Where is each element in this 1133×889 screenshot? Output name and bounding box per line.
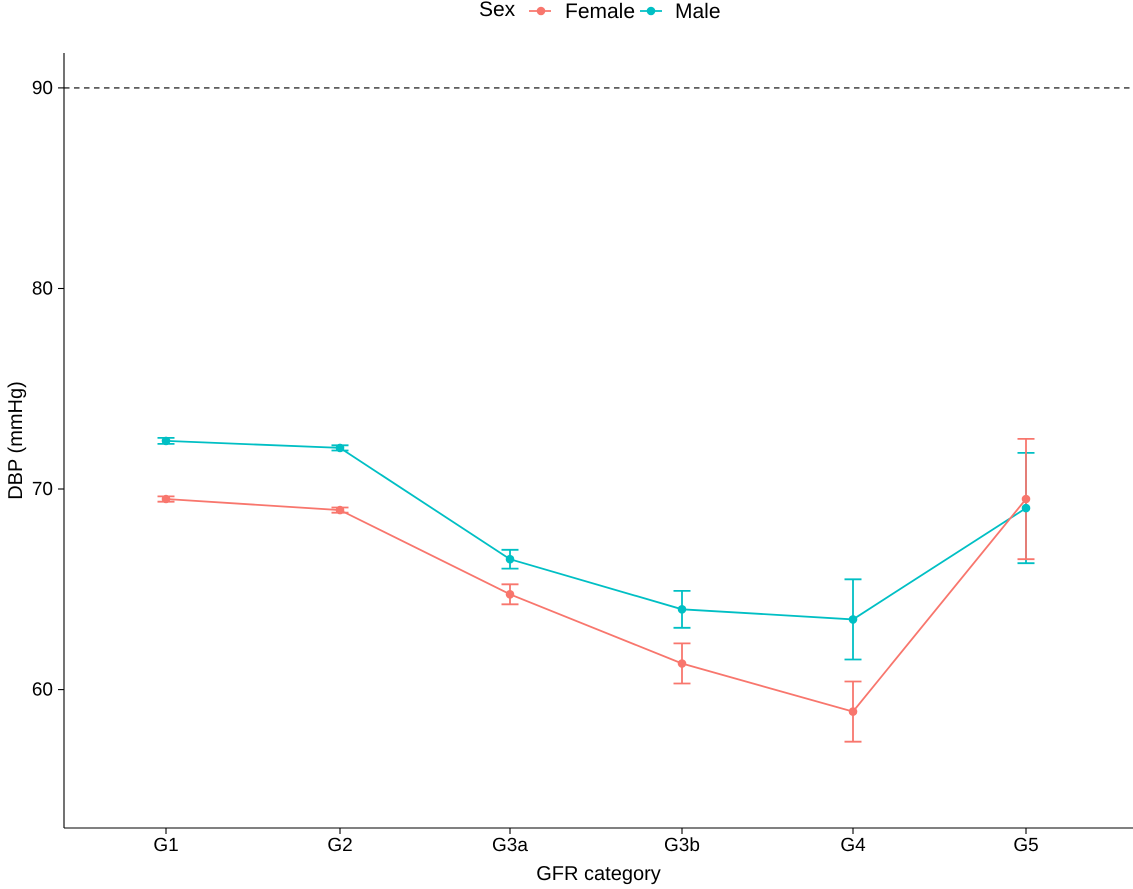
svg-text:G5: G5 <box>1013 835 1038 856</box>
svg-text:80: 80 <box>32 279 53 300</box>
svg-text:G3b: G3b <box>664 835 700 856</box>
svg-text:G4: G4 <box>840 835 866 856</box>
svg-text:60: 60 <box>32 680 53 701</box>
svg-text:G2: G2 <box>327 835 352 856</box>
svg-text:G3a: G3a <box>492 835 528 856</box>
svg-text:Female: Female <box>565 0 635 23</box>
svg-text:G1: G1 <box>153 835 178 856</box>
svg-text:70: 70 <box>32 479 53 500</box>
svg-text:Male: Male <box>675 0 721 23</box>
svg-text:Sex: Sex <box>479 0 516 21</box>
svg-text:90: 90 <box>32 78 53 99</box>
svg-text:GFR category: GFR category <box>536 863 660 885</box>
svg-text:DBP (mmHg): DBP (mmHg) <box>5 381 27 500</box>
